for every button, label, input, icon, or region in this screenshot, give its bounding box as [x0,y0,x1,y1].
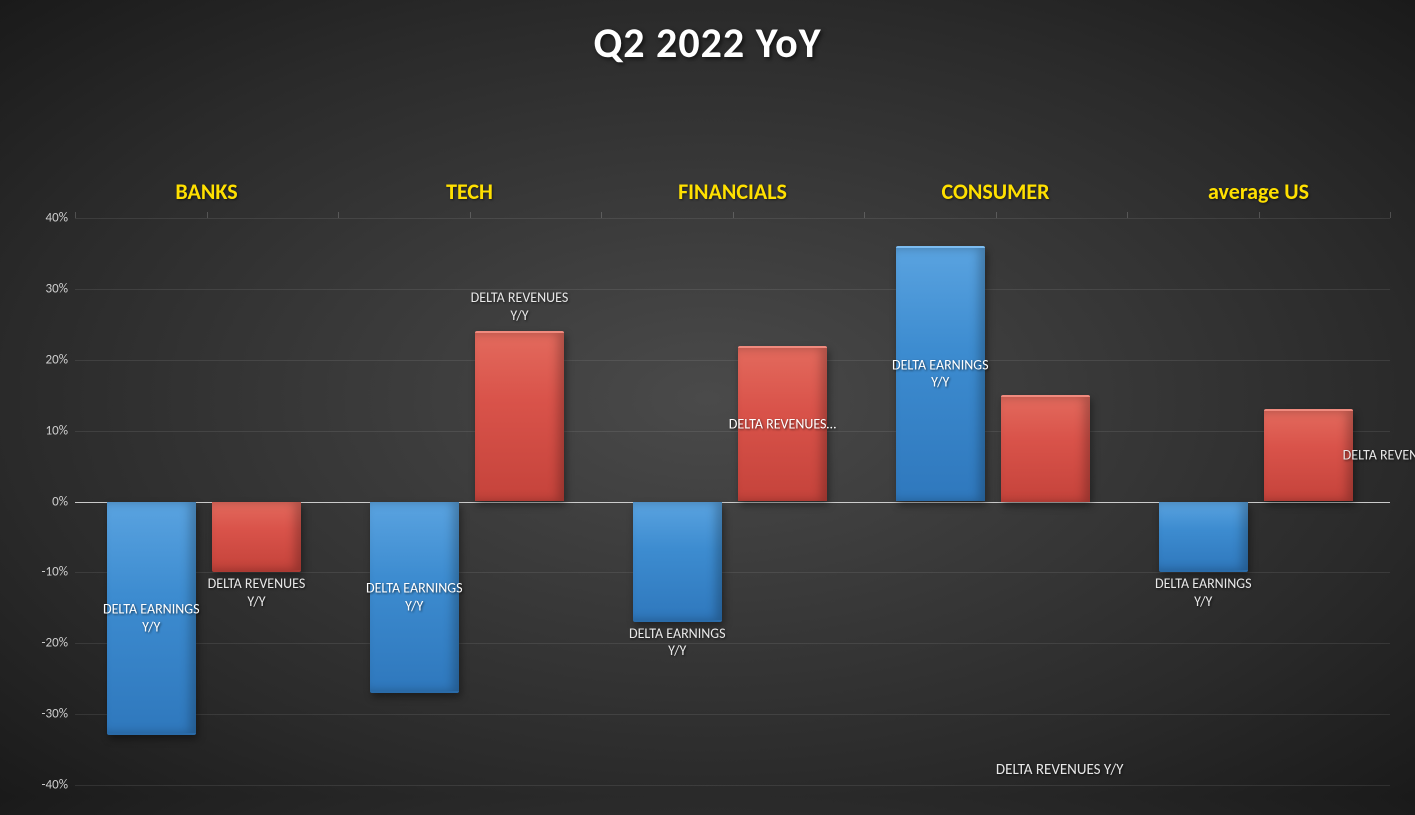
bar-group: DELTA EARNINGS Y/Y DELTA REVENUES… [601,218,864,785]
revenues-bar [475,331,564,501]
revenues-bar [1001,395,1090,501]
revenues-bar [1264,409,1353,501]
y-tick-label: 30% [20,281,68,296]
plot-area: 40%30%20%10%0%-10%-20%-30%-40% DELTA EAR… [75,218,1390,785]
y-tick-label: -20% [20,636,68,651]
bar-group: DELTA EARNINGS Y/Y DELTA REVENUES Y/Y [338,218,601,785]
category-header: BANKS [75,178,338,208]
category-header-row: BANKSTECHFINANCIALSCONSUMERaverage US [75,178,1390,208]
earnings-data-label: DELTA EARNINGS Y/Y [882,356,998,391]
category-header: FINANCIALS [601,178,864,208]
bar-group: DELTA EARNINGS Y/Y [864,218,1127,785]
bar-groups: DELTA EARNINGS Y/YDELTA REVENUES Y/YDELT… [75,218,1390,785]
y-tick-label: 0% [20,494,68,509]
category-header: CONSUMER [864,178,1127,208]
revenues-bar [212,502,301,573]
stray-data-label: DELTA REVENUES Y/Y [996,761,1124,779]
revenues-data-label: DELTA REVENUES Y/Y [199,575,315,610]
chart-area: BANKSTECHFINANCIALSCONSUMERaverage US 40… [15,128,1400,815]
chart-title: Q2 2022 YoY [0,18,1415,69]
earnings-data-label: DELTA EARNINGS Y/Y [93,601,209,636]
gridline [75,785,1390,786]
bar-group: DELTA EARNINGS Y/YDELTA REVENUES Y/Y [1127,218,1390,785]
y-tick-label: 40% [20,211,68,226]
earnings-data-label: DELTA EARNINGS Y/Y [619,625,735,660]
top-tick [1390,212,1391,218]
category-header: average US [1127,178,1390,208]
y-tick-label: -10% [20,565,68,580]
y-tick-label: 10% [20,423,68,438]
y-tick-label: -30% [20,707,68,722]
earnings-data-label: DELTA EARNINGS Y/Y [1145,575,1261,610]
earnings-bar [633,502,722,622]
category-header: TECH [338,178,601,208]
revenues-data-label: DELTA REVENUES… [725,415,841,433]
y-tick-label: 20% [20,352,68,367]
y-tick-label: -40% [20,778,68,793]
earnings-bar [1159,502,1248,573]
bar-group: DELTA EARNINGS Y/YDELTA REVENUES Y/Y [75,218,338,785]
revenues-data-label: DELTA REVENUES Y/Y [462,289,578,324]
revenues-data-label: DELTA REVENUES Y/Y [1343,447,1415,465]
earnings-data-label: DELTA EARNINGS Y/Y [356,580,472,615]
